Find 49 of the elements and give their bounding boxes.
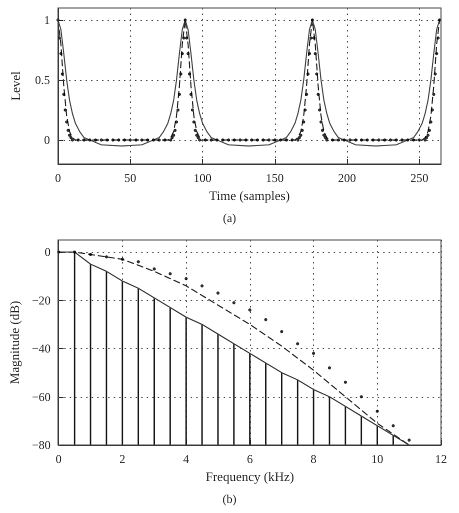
point (264, 318, 268, 322)
point (280, 330, 284, 334)
point (216, 291, 220, 295)
y-axis-title: Level (8, 70, 23, 101)
point (73, 250, 76, 254)
point (344, 380, 348, 384)
text: (a) (222, 211, 236, 225)
x-tick-label: 2 (119, 452, 126, 466)
y-tick-label: −20 (32, 293, 51, 308)
point (392, 424, 395, 428)
point (104, 255, 108, 258)
y-tick-label: −60 (32, 390, 51, 404)
point (360, 395, 363, 398)
x-tick-label: 12 (435, 452, 447, 466)
x-tick-label: 10 (371, 452, 384, 466)
point (152, 267, 156, 271)
y-tick-label: 0.5 (35, 73, 50, 87)
point (184, 276, 188, 280)
point (312, 352, 316, 355)
y-axis-title: Magnitude (dB) (7, 300, 22, 384)
x-tick-label: 150 (266, 171, 284, 185)
y-tick-label: 0 (44, 245, 51, 260)
x-axis-title: Frequency (kHz) (206, 468, 294, 484)
point (296, 342, 300, 346)
x-axis-title: Time (samples) (209, 188, 290, 203)
y-tick-label: −40 (32, 342, 51, 356)
x-tick-label: 8 (310, 452, 317, 466)
point (136, 260, 140, 264)
x-tick-label: 0 (55, 171, 61, 185)
point (168, 272, 172, 276)
point (408, 438, 411, 442)
y-tick-label: 1 (44, 13, 50, 27)
text: (b) (222, 492, 237, 506)
x-tick-label: 250 (410, 171, 428, 185)
x-tick-label: 6 (246, 452, 253, 466)
point (200, 284, 204, 288)
point (248, 308, 252, 312)
point (120, 258, 124, 261)
point (376, 410, 379, 413)
x-tick-label: 200 (338, 171, 356, 185)
point (328, 366, 332, 370)
y-tick-label: 0 (44, 133, 50, 147)
x-tick-label: 50 (124, 171, 136, 185)
point (232, 301, 236, 304)
point (88, 252, 92, 256)
x-tick-label: 100 (194, 171, 212, 185)
x-tick-label: 4 (183, 452, 190, 466)
x-tick-label: 0 (56, 452, 62, 466)
y-tick-label: −80 (32, 438, 51, 452)
